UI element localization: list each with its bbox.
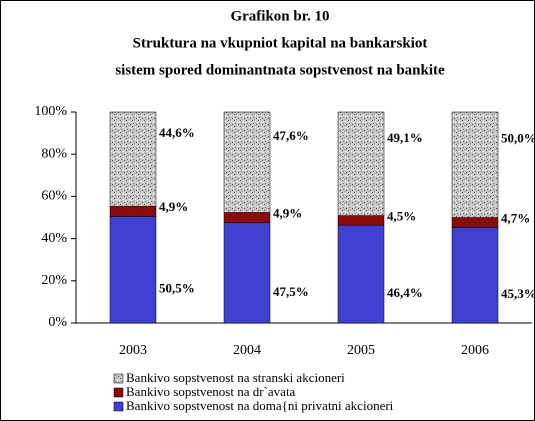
value-label: 49,1% <box>387 130 423 145</box>
bar-segment <box>109 216 157 324</box>
bar-segment <box>337 111 385 216</box>
y-tick-label: 80% <box>41 146 67 161</box>
chart-title: sistem spored dominantnata sopstvenost n… <box>115 62 445 78</box>
bar-segment <box>109 205 157 217</box>
y-tick-label: 100% <box>34 104 67 119</box>
value-label: 47,5% <box>273 284 309 299</box>
y-tick-label: 40% <box>41 231 67 246</box>
value-label: 44,6% <box>159 125 195 140</box>
legend-label: Bankivo sopstvenost na dr`avata <box>126 384 296 399</box>
chart-title: Grafikon br. 10 <box>230 8 329 24</box>
bar-segment <box>223 212 271 224</box>
bar-segment <box>451 111 499 218</box>
x-tick-label: 2003 <box>119 343 147 358</box>
value-label: 45,3% <box>501 286 535 301</box>
legend-swatch <box>113 387 124 398</box>
value-label: 4,5% <box>387 209 416 224</box>
value-label: 4,7% <box>501 210 530 225</box>
bar-segment <box>337 224 385 324</box>
x-tick-label: 2006 <box>461 343 489 358</box>
legend-label: Bankivo sopstvenost na doma{ni privatni … <box>126 398 394 413</box>
value-label: 4,9% <box>159 199 188 214</box>
y-tick-label: 0% <box>48 315 67 330</box>
bar-segment <box>451 217 499 228</box>
value-label: 46,4% <box>387 285 423 300</box>
bar-segment <box>451 227 499 324</box>
bar-segment <box>337 215 385 226</box>
x-tick-label: 2005 <box>347 343 375 358</box>
value-label: 47,6% <box>273 128 309 143</box>
bar-segment <box>109 111 157 207</box>
y-tick-label: 60% <box>41 189 67 204</box>
legend-swatch <box>113 373 124 384</box>
x-tick-label: 2004 <box>233 343 261 358</box>
chart-title: Struktura na vkupniot kapital na bankars… <box>133 35 428 51</box>
y-tick-label: 20% <box>41 273 67 288</box>
legend-swatch <box>113 401 124 412</box>
value-label: 50,0% <box>501 131 535 146</box>
bar-segment <box>223 111 271 213</box>
value-label: 50,5% <box>159 281 195 296</box>
legend-label: Bankivo sopstvenost na stranski akcioner… <box>126 370 345 385</box>
bar-segment <box>223 222 271 324</box>
value-label: 4,9% <box>273 205 302 220</box>
